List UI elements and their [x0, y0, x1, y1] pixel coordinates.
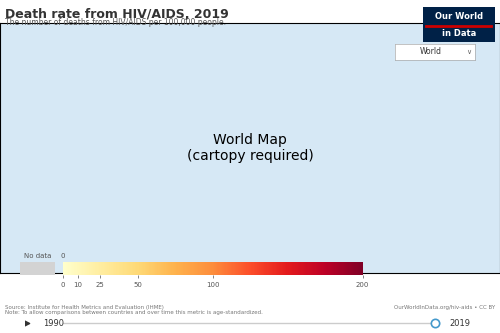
Text: World Map
(cartopy required): World Map (cartopy required): [186, 133, 314, 163]
Text: Our World: Our World: [434, 12, 483, 21]
Text: 1990: 1990: [43, 318, 64, 328]
Text: OurWorldInData.org/hiv-aids • CC BY: OurWorldInData.org/hiv-aids • CC BY: [394, 305, 495, 310]
Text: ∨: ∨: [466, 49, 471, 55]
Text: World: World: [420, 47, 442, 57]
Text: Death rate from HIV/AIDS, 2019: Death rate from HIV/AIDS, 2019: [5, 8, 229, 21]
Text: Source: Institute for Health Metrics and Evaluation (IHME)
Note: To allow compar: Source: Institute for Health Metrics and…: [5, 305, 263, 315]
Text: 2019: 2019: [450, 318, 470, 328]
Text: No data: No data: [24, 253, 51, 259]
Text: The number of deaths from HIV/AIDS per 100,000 people.: The number of deaths from HIV/AIDS per 1…: [5, 18, 226, 27]
Text: 0: 0: [60, 253, 65, 259]
Text: in Data: in Data: [442, 29, 476, 38]
